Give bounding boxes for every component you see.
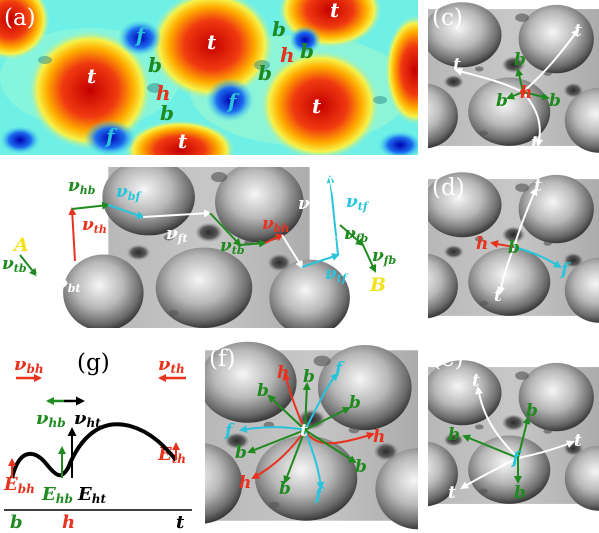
svg-text:νhb: νhb <box>68 176 96 197</box>
label-f: f <box>560 260 571 280</box>
svg-text:Ehb: Ehb <box>41 484 73 506</box>
center-label: b <box>508 238 520 258</box>
label-b: b <box>272 17 286 41</box>
saddle-b-diagram: t t h f b (d) <box>428 172 599 323</box>
panel-b: νtb νbt νth νhb νbf νft νtb νbh νht νbt … <box>0 167 418 328</box>
label-f: f <box>314 485 325 505</box>
label-t: t <box>534 176 542 196</box>
trajectory-diagram: νtb νbt νth νhb νbf νft νtb νbh νht νbt … <box>2 167 397 328</box>
svg-text:νbf: νbf <box>116 182 142 203</box>
label-t: t <box>574 21 582 41</box>
label-t: t <box>448 483 456 503</box>
label-b: b <box>279 479 291 499</box>
label-t: t <box>207 30 217 54</box>
label-h: h <box>373 427 385 447</box>
label-b: b <box>257 381 269 401</box>
panel-e: t t t b b b f (e) <box>428 338 599 533</box>
label-h: h <box>156 81 171 105</box>
label-b: b <box>514 50 526 70</box>
label-b: b <box>355 457 367 477</box>
panel-f: h h h f f f b b b b b b t (f) <box>205 338 418 533</box>
label-h: h <box>280 43 295 67</box>
svg-text:νhb: νhb <box>36 408 66 430</box>
svg-text:νbt: νbt <box>298 194 323 215</box>
svg-text:νfb: νfb <box>372 246 397 267</box>
axis-label-b: b <box>10 512 23 533</box>
svg-text:νft: νft <box>166 224 188 245</box>
label-b: b <box>549 91 561 111</box>
label-b: b <box>349 393 361 413</box>
label-h: h <box>239 473 251 493</box>
axis-label-h: h <box>62 512 75 533</box>
svg-text:νbt: νbt <box>56 274 81 295</box>
svg-text:νth: νth <box>82 215 107 236</box>
center-label: h <box>520 83 532 103</box>
label-t: t <box>574 431 582 451</box>
label-b: b <box>300 39 314 63</box>
svg-text:νtf: νtf <box>346 192 370 213</box>
label-b: b <box>448 425 460 445</box>
label-b: b <box>235 443 247 463</box>
panel-d: t t h f b (d) <box>428 167 599 328</box>
svg-text:Ebh: Ebh <box>3 474 35 496</box>
panel-c: t t t b b b h (c) <box>428 0 599 155</box>
label-t: t <box>87 64 97 88</box>
svg-text:νfb: νfb <box>344 224 369 245</box>
label-b: b <box>514 483 526 503</box>
label-t: t <box>494 286 502 306</box>
center-label: f <box>511 449 522 469</box>
svg-text:νbh: νbh <box>14 354 44 376</box>
svg-text:νbh: νbh <box>262 214 290 235</box>
panel-tag: (d) <box>432 175 465 201</box>
panel-tag: (c) <box>432 5 463 31</box>
potential-colormap: t t t t t f f f h h b b b b b (a) <box>0 0 418 155</box>
center-label: t <box>300 421 308 441</box>
label-t: t <box>472 371 480 391</box>
label-f: f <box>226 89 240 113</box>
label-f: f <box>134 23 148 47</box>
label-b: b <box>160 101 174 125</box>
energy-curve <box>10 422 178 479</box>
label-b: b <box>526 401 538 421</box>
panel-tag: (b) <box>4 175 37 201</box>
label-f: f <box>334 359 345 379</box>
label-f: f <box>104 124 118 148</box>
panel-a: t t t t t f f f h h b b b b b (a) <box>0 0 418 155</box>
energy-profile: (g) νbh νth νhb νht Ebh Ehb Eht Eth b h … <box>0 338 200 533</box>
svg-text:νtf: νtf <box>325 264 349 285</box>
label-f: f <box>224 421 235 441</box>
label-t: t <box>330 0 340 22</box>
axis-label-t: t <box>176 512 185 533</box>
panel-tag: (f) <box>209 346 235 372</box>
maximum-t-diagram: h h h f f f b b b b b b t (f) <box>205 341 418 530</box>
point-a: A <box>12 234 29 256</box>
label-t: t <box>453 55 461 75</box>
label-b: b <box>148 53 162 77</box>
svg-text:νht: νht <box>74 408 101 430</box>
svg-text:νtb: νtb <box>2 254 27 275</box>
label-t: t <box>531 133 539 153</box>
svg-text:νht: νht <box>312 225 337 246</box>
saddle-h-diagram: t t t b b b h (c) <box>428 2 599 153</box>
panel-tag: (e) <box>432 346 464 372</box>
label-h: h <box>277 363 289 383</box>
svg-text:νtb: νtb <box>220 236 245 257</box>
label-h: h <box>476 234 488 254</box>
svg-text:Eht: Eht <box>77 484 106 506</box>
panel-g: (g) νbh νth νhb νht Ebh Ehb Eht Eth b h … <box>0 338 200 533</box>
label-b: b <box>303 367 315 387</box>
label-t: t <box>312 94 322 118</box>
svg-text:νth: νth <box>158 354 185 376</box>
label-t: t <box>178 129 188 153</box>
label-b: b <box>496 91 508 111</box>
minimum-f-diagram: t t t b b b f (e) <box>428 346 599 511</box>
panel-tag: (g) <box>77 350 110 376</box>
label-b: b <box>258 61 272 85</box>
panel-tag: (a) <box>4 5 36 31</box>
point-b: B <box>369 274 386 296</box>
